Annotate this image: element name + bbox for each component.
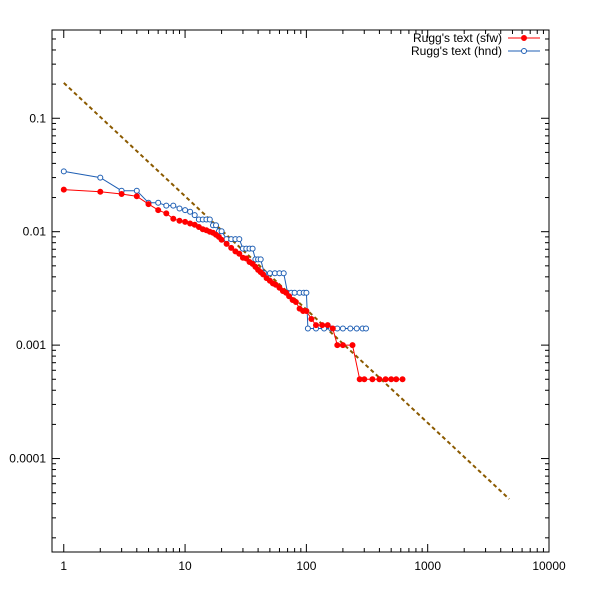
data-point [176, 217, 183, 224]
series-layer [60, 82, 510, 500]
y-tick-label: 0.0001 [9, 452, 46, 466]
series-line-1 [63, 170, 366, 329]
data-point [163, 202, 170, 209]
data-point [292, 299, 299, 305]
data-point [388, 376, 395, 383]
series-0 [60, 186, 406, 383]
x-tick-label: 1 [60, 559, 67, 573]
series-1 [60, 168, 369, 332]
data-point [260, 271, 267, 278]
x-tick-label: 10000 [532, 559, 566, 573]
data-point [393, 376, 400, 383]
data-point [213, 222, 219, 229]
axis-ticks: 1 10 100 1000 10000 0.0001 0.001 0.01 0.1 [9, 30, 566, 573]
data-point [218, 228, 225, 235]
data-point [191, 212, 198, 219]
legend: Rugg's text (sfw) Rugg's text (hnd) [411, 31, 540, 58]
data-point [382, 376, 389, 383]
legend-marker-sfw [521, 35, 527, 41]
data-point [324, 322, 331, 329]
legend-label-sfw: Rugg's text (sfw) [413, 31, 502, 45]
data-point [303, 289, 310, 296]
data-point [286, 293, 293, 300]
data-point [249, 245, 256, 252]
y-tick-label: 0.001 [16, 338, 46, 352]
y-tick-label: 0.01 [23, 225, 47, 239]
data-point [170, 202, 177, 209]
data-point [291, 289, 298, 296]
data-point [145, 201, 152, 208]
data-point [176, 205, 183, 212]
x-tick-label: 10 [178, 559, 192, 573]
y-tick-label: 0.1 [29, 111, 46, 125]
x-tick-label: 100 [296, 559, 316, 573]
data-point [133, 187, 140, 194]
data-point [339, 342, 346, 349]
data-point [60, 186, 67, 193]
data-point [182, 218, 189, 225]
data-point [399, 376, 406, 383]
data-point [182, 207, 189, 214]
legend-marker-hnd [521, 48, 527, 54]
x-tick-label: 1000 [414, 559, 441, 573]
data-point [361, 376, 368, 383]
data-point [329, 325, 336, 332]
data-point [218, 236, 225, 243]
data-point [257, 256, 264, 263]
data-point [236, 236, 243, 243]
data-point [280, 270, 287, 277]
data-point [228, 244, 235, 251]
data-point [347, 325, 354, 332]
data-point [319, 322, 326, 329]
data-point [155, 207, 162, 214]
data-point [303, 308, 310, 314]
data-point [313, 322, 319, 329]
data-point [266, 270, 273, 277]
data-point [349, 342, 356, 349]
legend-label-hnd: Rugg's text (hnd) [411, 44, 502, 58]
data-point [363, 325, 369, 332]
data-point [118, 191, 125, 197]
data-point [97, 174, 104, 181]
data-point [60, 168, 67, 175]
data-point [236, 250, 243, 257]
data-point [376, 376, 383, 383]
data-point [97, 188, 104, 195]
data-point [272, 281, 279, 288]
data-point [163, 210, 170, 217]
data-point [353, 325, 360, 332]
data-point [334, 342, 341, 349]
data-point [155, 199, 162, 206]
data-point [187, 208, 194, 215]
data-point [304, 325, 311, 332]
data-point [206, 216, 213, 223]
data-point [133, 193, 140, 200]
data-point [369, 376, 376, 383]
data-point [308, 316, 315, 322]
data-point [170, 215, 177, 222]
data-point [223, 240, 230, 247]
data-point [339, 325, 346, 332]
